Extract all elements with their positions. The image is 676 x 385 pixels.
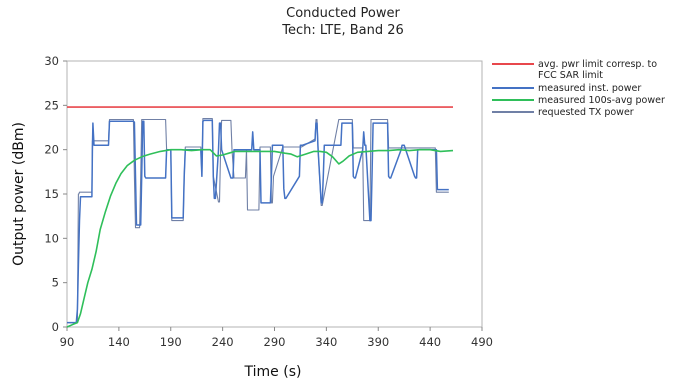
x-tick-label: 440: [419, 335, 441, 349]
legend-entry: measured 100s-avg power: [538, 95, 665, 106]
y-tick-label: 25: [44, 98, 59, 112]
chart-subtitle: Tech: LTE, Band 26: [281, 23, 404, 38]
series-line-1: [67, 119, 449, 324]
x-tick-label: 390: [367, 335, 389, 349]
y-tick-label: 20: [44, 143, 59, 157]
x-tick-label: 140: [108, 335, 130, 349]
legend-entry: FCC SAR limit: [538, 70, 603, 81]
plot-area: [66, 60, 483, 328]
legend-entry: avg. pwr limit corresp. to: [538, 59, 657, 70]
series-line-2: [66, 148, 454, 328]
axis-ticks: 90 140 190 240 290 340 390 440 490 0 5 10 15 20 25 30: [44, 54, 493, 349]
legend-entry: measured inst. power: [538, 83, 641, 94]
x-axis-label: Time (s): [244, 364, 302, 380]
y-axis-label: Output power (dBm): [11, 122, 27, 266]
x-tick-label: 90: [60, 335, 75, 349]
chart-title: Conducted Power: [286, 6, 400, 21]
y-tick-label: 5: [52, 276, 59, 290]
y-tick-label: 10: [44, 231, 59, 245]
x-tick-label: 240: [212, 335, 234, 349]
x-tick-label: 190: [160, 335, 182, 349]
y-tick-label: 0: [52, 320, 59, 334]
x-tick-label: 340: [315, 335, 337, 349]
y-tick-label: 15: [44, 187, 59, 201]
x-tick-label: 490: [471, 335, 493, 349]
legend-entry: requested TX power: [538, 107, 634, 118]
y-tick-label: 30: [44, 54, 59, 68]
series-lines: [66, 106, 454, 328]
x-tick-label: 290: [264, 335, 286, 349]
